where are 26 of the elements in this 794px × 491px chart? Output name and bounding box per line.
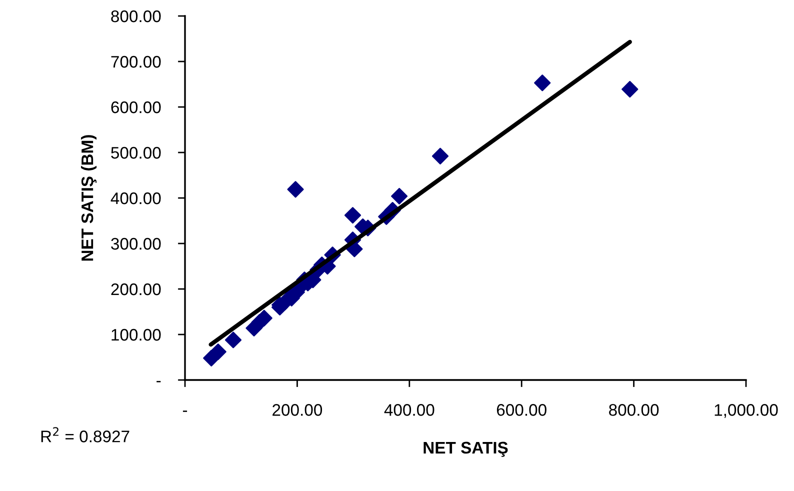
y-tick-label: 100.00 (112, 328, 161, 341)
x-tick-label: 1,000.00 (714, 404, 778, 418)
x-tick-label: 600.00 (496, 404, 546, 416)
point (622, 80, 638, 98)
point (256, 310, 272, 326)
x-tick-label: 400.00 (384, 404, 434, 416)
x-tick-label: 200.00 (272, 404, 322, 416)
y-tick-label: 500.00 (111, 146, 161, 159)
point (344, 206, 362, 224)
y-tick-label: 800.00 (111, 10, 161, 22)
point (391, 188, 408, 204)
point (432, 148, 449, 164)
point (287, 181, 304, 198)
point (224, 332, 242, 348)
text: R$^{2}$ = 0.8927 (41, 427, 130, 442)
y-tick-label: 600.00 (111, 101, 161, 114)
point (210, 343, 226, 360)
y-tick-label: 300.00 (111, 238, 161, 250)
x-axis-title: NET SATIŞ (424, 442, 508, 457)
x-tick-label: 800.00 (609, 404, 659, 416)
y-tick-label: 400.00 (110, 192, 161, 204)
y-tick-label: - (156, 380, 161, 382)
y-axis-title: NET SATIŞ (BM) (80, 135, 97, 261)
point (534, 74, 551, 92)
y-tick-label: 200.00 (111, 283, 161, 296)
y-tick-label: 700.00 (111, 56, 161, 68)
